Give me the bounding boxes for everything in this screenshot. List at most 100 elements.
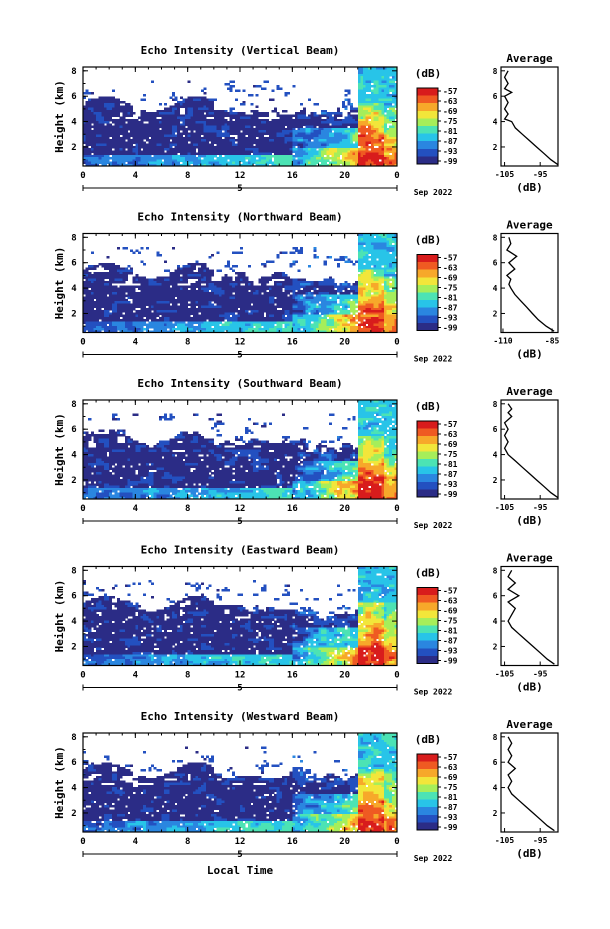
panel-title: Echo Intensity (Westward Beam) <box>141 710 340 723</box>
colorbar-unit: (dB) <box>415 733 442 746</box>
profile-x-tick-label: -110 <box>493 337 512 346</box>
colorbar-swatch <box>417 269 438 278</box>
panel-title: Echo Intensity (Eastward Beam) <box>141 544 340 557</box>
profile-y-tick-label: 6 <box>493 758 498 767</box>
y-tick-label: 8 <box>71 566 76 576</box>
x-tick-label: 8 <box>185 837 190 847</box>
x-tick-label: 4 <box>133 338 139 348</box>
profile-x-tick-label: -85 <box>545 337 560 346</box>
colorbar-swatch <box>417 769 438 778</box>
colorbar-frame <box>416 420 439 498</box>
colorbar <box>417 254 438 331</box>
heatmap <box>83 733 398 833</box>
profile-frame <box>500 66 559 167</box>
colorbar-swatch <box>417 307 438 316</box>
y-tick-label: 8 <box>71 733 76 743</box>
colorbar-swatch <box>417 754 438 763</box>
average-title: Average <box>506 219 553 232</box>
panel-title: Echo Intensity (Southward Beam) <box>137 377 342 390</box>
x-tick-label: 8 <box>185 338 190 348</box>
profile-y-tick-label: 8 <box>493 400 498 409</box>
y-tick-label: 6 <box>71 425 76 435</box>
colorbar-tick-label: -69 <box>443 440 458 449</box>
colorbar-swatch <box>417 436 438 445</box>
colorbar-tick-label: -63 <box>443 763 458 772</box>
profile-y-tick-label: 8 <box>493 67 498 76</box>
colorbar-swatch <box>417 822 438 831</box>
x-tick-label: 0 <box>80 671 85 681</box>
colorbar-tick-label: -81 <box>443 460 458 469</box>
panel-1: Echo Intensity (Vertical Beam) 2 4 6 8 0 4 8 12 1… <box>53 44 559 197</box>
colorbar-tick-label: -93 <box>443 480 458 489</box>
colorbar-tick-label: -69 <box>443 107 458 116</box>
x-tick-label: 0 <box>80 837 85 847</box>
profile-line <box>507 736 555 832</box>
y-axis-label: Height (km) <box>53 247 66 320</box>
average-title: Average <box>506 52 553 65</box>
y-axis-label: Height (km) <box>53 746 66 819</box>
profile-line <box>506 569 555 665</box>
profile-line <box>503 70 559 166</box>
profile-x-label: (dB) <box>516 514 543 527</box>
profile-y-tick-label: 6 <box>493 425 498 434</box>
colorbar-swatch <box>417 776 438 785</box>
colorbar-tick-label: -93 <box>443 813 458 822</box>
y-tick-label: 2 <box>71 143 76 153</box>
colorbar-tick-label: -93 <box>443 147 458 156</box>
x-tick-label: 8 <box>185 171 190 181</box>
colorbar-tick-label: -69 <box>443 274 458 283</box>
x-tick-label: 0 <box>80 171 85 181</box>
colorbar-swatch <box>417 761 438 770</box>
colorbar <box>417 754 438 831</box>
colorbar-swatch <box>417 474 438 483</box>
colorbar-swatch <box>417 807 438 816</box>
colorbar-tick-label: -93 <box>443 647 458 656</box>
colorbar-swatch <box>417 489 438 498</box>
profile-y-tick-label: 2 <box>493 309 498 318</box>
colorbar-tick-label: -87 <box>443 803 458 812</box>
colorbar-swatch <box>417 148 438 157</box>
y-tick-label: 4 <box>71 617 77 627</box>
y-tick-label: 4 <box>71 118 77 128</box>
x-tick-label: 20 <box>339 171 350 181</box>
profile-x-tick-label: -95 <box>533 670 548 679</box>
average-title: Average <box>506 385 553 398</box>
x-tick-label: 16 <box>287 504 298 514</box>
colorbar-tick-label: -99 <box>443 657 458 666</box>
x-tick-label: 20 <box>339 504 350 514</box>
colorbar-tick-label: -87 <box>443 470 458 479</box>
colorbar-swatch <box>417 784 438 793</box>
y-tick-label: 6 <box>71 92 76 102</box>
profile-y-tick-label: 6 <box>493 92 498 101</box>
colorbar-swatch <box>417 451 438 460</box>
date-label: Sep 2022 <box>414 188 453 197</box>
colorbar-swatch <box>417 141 438 150</box>
x-tick-label: 0 <box>394 338 399 348</box>
y-tick-label: 2 <box>71 809 76 819</box>
y-tick-label: 6 <box>71 259 76 269</box>
colorbar-tick-label: -57 <box>443 420 458 429</box>
y-tick-label: 8 <box>71 233 76 243</box>
x-tick-label: 0 <box>394 837 399 847</box>
colorbar-swatch <box>417 277 438 286</box>
colorbar-unit: (dB) <box>415 567 442 580</box>
date-label: Sep 2022 <box>414 521 453 530</box>
x-tick-label: 12 <box>235 504 246 514</box>
colorbar-swatch <box>417 133 438 142</box>
colorbar-tick-label: -75 <box>443 284 458 293</box>
profile-line <box>505 237 555 332</box>
heatmap <box>83 233 398 333</box>
date-label: Sep 2022 <box>414 854 453 863</box>
y-tick-label: 2 <box>71 476 76 486</box>
colorbar-swatch <box>417 284 438 293</box>
profile-frame <box>500 232 559 334</box>
panel-title: Echo Intensity (Northward Beam) <box>137 211 342 224</box>
panel-2: Echo Intensity (Northward Beam) 2 4 6 8 0 4 8 12… <box>53 211 560 364</box>
x-tick-label: 0 <box>80 504 85 514</box>
x-tick-label: 12 <box>235 171 246 181</box>
colorbar <box>417 88 438 165</box>
heatmap <box>83 67 398 167</box>
profile-y-tick-label: 4 <box>493 617 498 626</box>
profile-x-label: (dB) <box>516 847 543 860</box>
y-tick-label: 6 <box>71 758 76 768</box>
